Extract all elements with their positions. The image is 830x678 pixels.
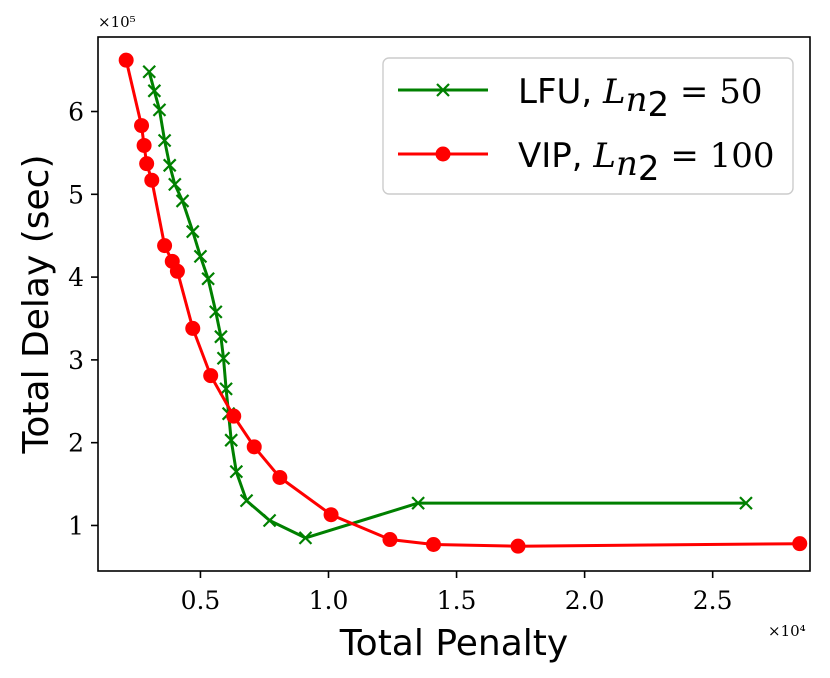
- legend-marker-lfu: [436, 83, 450, 97]
- y-tick-label: 3: [68, 346, 84, 375]
- y-axis-ticks: 1 2 3 4 5 6: [68, 98, 98, 540]
- data-point-vip: [139, 156, 155, 172]
- data-point-vip: [157, 238, 173, 254]
- data-point-lfu: [175, 194, 190, 208]
- data-point-lfu: [147, 84, 162, 98]
- plot-frame: [97, 36, 811, 572]
- data-point-vip: [185, 320, 201, 336]
- data-point-lfu: [209, 305, 223, 319]
- x-axis-title: Total Penalty: [339, 623, 568, 664]
- data-point-lfu: [214, 329, 228, 344]
- data-point-vip: [169, 263, 185, 279]
- data-point-lfu: [298, 531, 313, 545]
- series-layer: [118, 52, 808, 554]
- data-point-lfu: [168, 177, 182, 192]
- series-line-lfu: [147, 71, 746, 540]
- y-tick-label: 1: [68, 511, 84, 540]
- y-tick-label: 6: [68, 98, 84, 127]
- x-exponent-label: ×10⁴: [768, 622, 806, 640]
- x-tick-label: 1.5: [437, 586, 477, 615]
- data-point-vip: [426, 537, 442, 553]
- x-tick-label: 2.5: [693, 586, 733, 615]
- y-axis-title: Total Delay (sec): [16, 155, 57, 455]
- x-tick-label: 2.0: [565, 586, 605, 615]
- data-point-vip: [272, 469, 288, 485]
- data-point-vip: [382, 532, 398, 548]
- data-point-lfu: [224, 433, 238, 447]
- legend-box: [382, 57, 794, 195]
- data-point-lfu: [201, 271, 215, 286]
- legend-label-vip: VIP, Ln2 = 100: [518, 136, 775, 189]
- data-point-lfu: [229, 464, 244, 479]
- data-point-vip: [792, 536, 808, 552]
- y-exponent-label: ×10⁵: [98, 13, 136, 31]
- data-point-lfu: [411, 496, 425, 510]
- data-point-vip: [510, 538, 526, 554]
- data-point-vip: [118, 52, 134, 68]
- legend: LFU, Ln2 = 50 VIP, Ln2 = 100: [382, 57, 794, 195]
- x-tick-label: 1.0: [309, 586, 349, 615]
- data-point-lfu: [142, 64, 157, 79]
- legend-entry-lfu: LFU, Ln2 = 50: [398, 72, 763, 125]
- data-point-lfu: [216, 351, 231, 366]
- data-point-lfu: [239, 493, 254, 508]
- x-tick-label: 0.5: [181, 586, 221, 615]
- y-tick-label: 5: [68, 180, 84, 209]
- data-point-lfu: [162, 158, 177, 173]
- data-point-lfu: [262, 513, 277, 528]
- data-point-lfu: [152, 103, 167, 117]
- legend-marker-vip: [435, 146, 451, 162]
- data-point-vip: [323, 507, 339, 523]
- data-point-lfu: [193, 249, 208, 264]
- data-point-lfu: [185, 224, 200, 239]
- data-point-vip: [136, 137, 152, 153]
- data-point-lfu: [739, 496, 753, 510]
- y-tick-label: 4: [68, 263, 84, 292]
- data-point-vip: [203, 368, 219, 384]
- data-point-vip: [134, 118, 150, 134]
- y-tick-label: 2: [68, 429, 84, 458]
- x-axis-ticks: 0.5 1.0 1.5 2.0 2.5: [181, 571, 733, 615]
- data-point-lfu: [157, 133, 172, 148]
- data-point-vip: [246, 439, 262, 455]
- data-point-vip: [144, 172, 160, 188]
- legend-entry-vip: VIP, Ln2 = 100: [398, 136, 775, 189]
- legend-label-lfu: LFU, Ln2 = 50: [518, 72, 763, 125]
- data-point-vip: [226, 408, 242, 424]
